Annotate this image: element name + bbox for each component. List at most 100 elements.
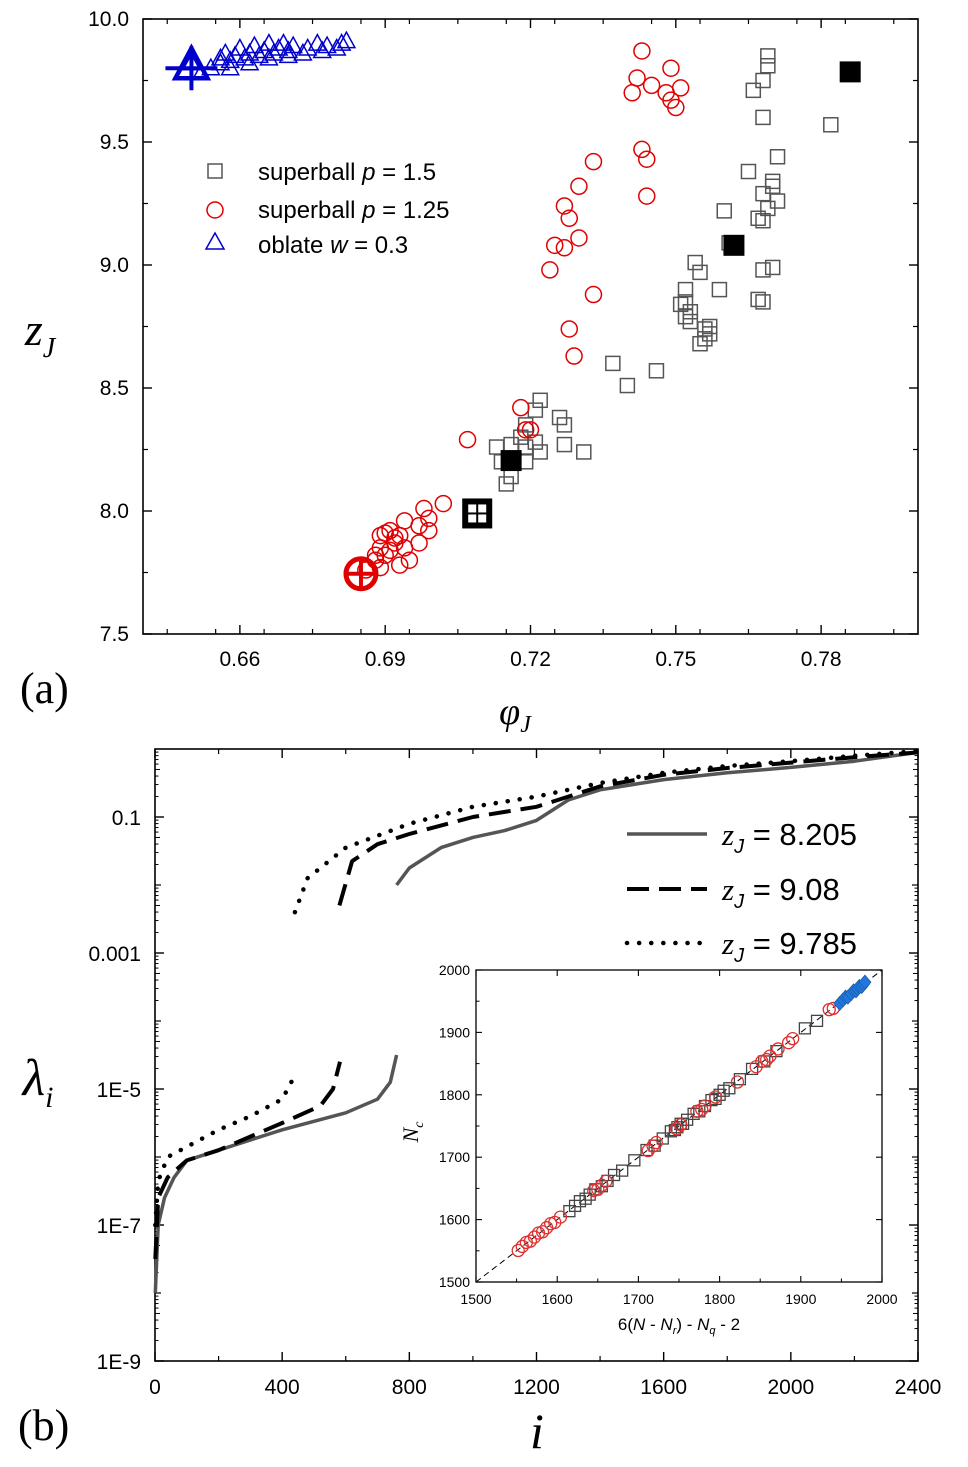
data-point-superball-1.5: [750, 291, 766, 308]
data-point-superball-1.25: [667, 98, 685, 117]
y-tick-label: 0.001: [88, 943, 141, 966]
y-tick-label: 9.0: [100, 254, 129, 277]
highlighted-point-square: [723, 234, 745, 256]
legend-label-superball-1.25: superball p = 1.25: [258, 197, 449, 224]
data-point-superball-1.25: [512, 398, 530, 417]
data-point-superball-1.5: [677, 281, 694, 298]
data-point-oblate-0.3: [331, 33, 352, 51]
x-tick-label: 0: [149, 1376, 161, 1399]
data-point-superball-1.25: [633, 140, 651, 159]
data-point-oblate-0.3: [317, 35, 337, 54]
square-grid-cell: [468, 504, 477, 513]
data-point-superball-1.25: [516, 421, 535, 439]
data-point-superball-1.5: [692, 335, 708, 352]
panel-b-label: (b): [18, 1401, 69, 1450]
inset-x-tick-label: 2000: [866, 1291, 897, 1307]
inset-point-superball-1.25: [595, 1178, 609, 1192]
inset-point-superball-1.25: [535, 1225, 550, 1239]
data-point-superball-1.25: [395, 512, 414, 530]
data-point-superball-1.25: [434, 494, 453, 513]
data-point-superball-1.5: [692, 264, 708, 281]
data-point-superball-1.25: [376, 546, 394, 565]
panel-b-legend: zJ = 8.205 zJ = 9.08 zJ = 9.785: [624, 817, 857, 967]
legend-label-superball-1.5: superball p = 1.5: [258, 159, 436, 186]
data-point-oblate-0.3: [336, 30, 357, 49]
data-point-superball-1.25: [555, 197, 574, 215]
data-point-superball-1.25: [642, 76, 661, 95]
data-point-superball-1.25: [560, 209, 578, 228]
data-point-superball-1.5: [755, 262, 771, 278]
inset-point-superball-1.5: [810, 1014, 824, 1028]
data-point-oblate-0.3: [234, 47, 255, 66]
highlighted-point-square-grid: [462, 498, 493, 529]
x-tick-label: 2400: [895, 1376, 942, 1399]
panel-a-legend: superball p = 1.5 superball p = 1.25 obl…: [204, 159, 449, 259]
inset-point-superball-1.5: [745, 1062, 759, 1076]
square-grid-cell: [478, 504, 487, 513]
y-tick-label: 10.0: [88, 8, 129, 31]
inset-point-superball-1.5: [733, 1073, 747, 1086]
inset-y-tick-label: 1700: [439, 1149, 470, 1165]
panel-a-ticks: 0.66 0.69 0.72 0.75 0.78 7.5 8.0 8.5 9.0 9.5 10.0: [88, 8, 918, 671]
data-point-superball-1.25: [390, 556, 409, 574]
panel-a-y-axis-title: zJ: [24, 304, 57, 364]
highlighted-point-square: [500, 450, 522, 472]
inset-point-superball-1.25: [698, 1099, 712, 1113]
data-point-superball-1.5: [605, 355, 621, 372]
data-point-oblate-0.3: [278, 40, 299, 59]
data-point-superball-1.5: [740, 163, 757, 180]
data-point-superball-1.5: [701, 326, 718, 342]
highlighted-point-square: [839, 61, 861, 83]
data-point-superball-1.25: [366, 546, 385, 565]
data-point-superball-1.5: [697, 321, 713, 337]
data-point-superball-1.25: [584, 152, 603, 171]
panel-a-points: [181, 30, 839, 579]
x-tick-label: 1200: [513, 1376, 560, 1399]
inset-point-superball-1.25: [673, 1118, 688, 1132]
data-point-superball-1.5: [527, 402, 544, 418]
inset-y-tick-label: 1600: [439, 1212, 470, 1228]
x-tick-label: 0.66: [219, 648, 260, 671]
square-grid-cell: [468, 514, 477, 523]
inset-x-tick-label: 1500: [460, 1291, 491, 1307]
data-point-superball-1.25: [633, 42, 651, 60]
inset-point-superball-1.25: [641, 1143, 655, 1158]
line-series-solid-segment-2: [395, 750, 919, 887]
data-point-superball-1.5: [764, 173, 781, 190]
inset-point-superball-1.25: [786, 1031, 800, 1046]
data-point-superball-1.5: [760, 200, 776, 217]
data-point-oblate-0.3: [283, 35, 303, 54]
y-tick-label: 1E-7: [97, 1215, 141, 1238]
inset-y-tick-label: 2000: [439, 962, 470, 978]
y-tick-label: 0.1: [112, 807, 141, 830]
inset-point-superball-1.25: [591, 1182, 605, 1196]
x-tick-label: 400: [265, 1376, 300, 1399]
data-point-oblate-0.3: [278, 45, 299, 64]
data-point-superball-1.5: [687, 254, 703, 271]
x-tick-label: 1600: [640, 1376, 687, 1399]
line-series-dashed-segment-2: [337, 750, 919, 906]
data-point-superball-1.5: [682, 313, 699, 330]
data-point-oblate-0.3: [259, 47, 279, 66]
data-point-superball-1.25: [565, 347, 583, 365]
line-series-dashed-segment-1: [153, 1061, 342, 1260]
inset-point-superball-1.25: [511, 1243, 525, 1258]
data-point-superball-1.5: [711, 281, 728, 298]
data-point-superball-1.5: [556, 436, 573, 453]
y-tick-label: 1E-9: [97, 1351, 141, 1374]
data-point-oblate-0.3: [264, 42, 284, 61]
inset-point-superball-1.5: [713, 1088, 726, 1101]
data-point-superball-1.5: [760, 48, 776, 64]
data-point-superball-1.5: [764, 259, 781, 276]
line-series-dotted-segment-2: [292, 748, 921, 915]
x-tick-label: 0.69: [365, 648, 406, 671]
y-tick-label: 9.5: [100, 131, 129, 154]
inset-point-superball-1.25: [649, 1135, 663, 1150]
data-point-superball-1.25: [371, 526, 390, 545]
inset-point-superball-1.25: [730, 1075, 745, 1089]
data-point-superball-1.25: [560, 320, 578, 338]
inset-point-superball-1.25: [708, 1090, 723, 1104]
data-point-superball-1.25: [415, 499, 433, 518]
data-point-superball-1.25: [628, 69, 646, 87]
data-point-oblate-0.3: [244, 35, 265, 54]
